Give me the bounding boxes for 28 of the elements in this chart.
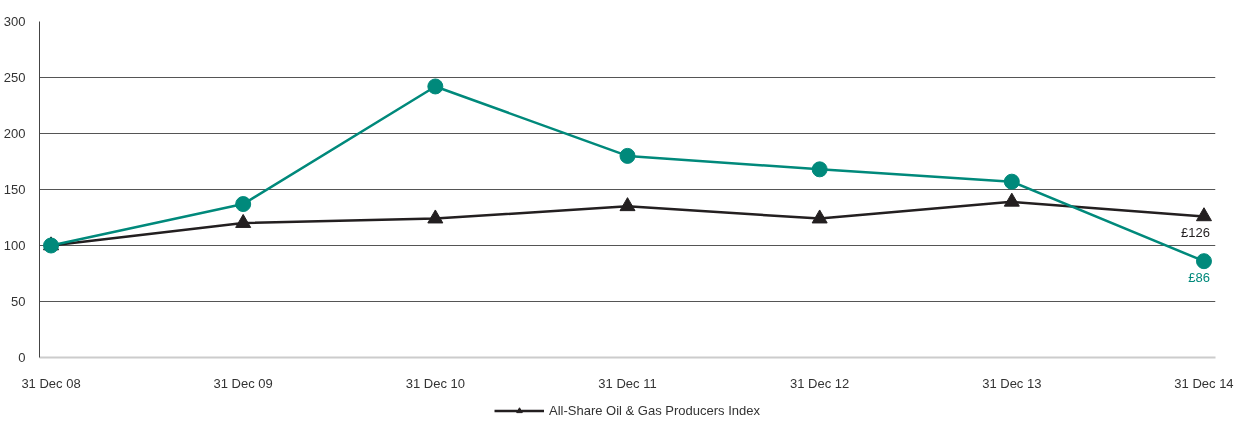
- point: [811, 209, 828, 224]
- point: [1195, 207, 1212, 222]
- x-tick-label: 31 Dec 14: [1174, 375, 1234, 391]
- point: [235, 213, 252, 228]
- y-tick-label: 300: [3, 14, 26, 29]
- point: [1003, 192, 1020, 207]
- point: [235, 196, 252, 213]
- y-tick-label: 250: [3, 70, 26, 85]
- legend-label: All-Share Oil & Gas Producers Index: [549, 402, 760, 418]
- point: [811, 161, 828, 178]
- x-tick-label: 31 Dec 11: [598, 375, 657, 391]
- annotation: £86: [1188, 270, 1210, 286]
- point: [427, 209, 444, 224]
- x-tick-label: 31 Dec 08: [21, 375, 81, 391]
- y-tick-label: 100: [3, 238, 26, 253]
- y-tick-label: 150: [3, 182, 26, 197]
- point: [619, 197, 636, 212]
- x-tick-label: 31 Dec 09: [213, 375, 273, 391]
- y-tick-label: 200: [3, 126, 26, 141]
- y-tick-label: 0: [18, 350, 26, 365]
- point: [427, 78, 444, 95]
- x-tick-label: 31 Dec 12: [790, 375, 850, 391]
- point: [1003, 173, 1020, 190]
- y-tick-label: 50: [11, 294, 26, 309]
- point: [619, 147, 636, 164]
- annotation: £126: [1181, 225, 1210, 241]
- x-tick-label: 31 Dec 13: [982, 375, 1042, 391]
- x-tick-label: 31 Dec 10: [405, 375, 465, 391]
